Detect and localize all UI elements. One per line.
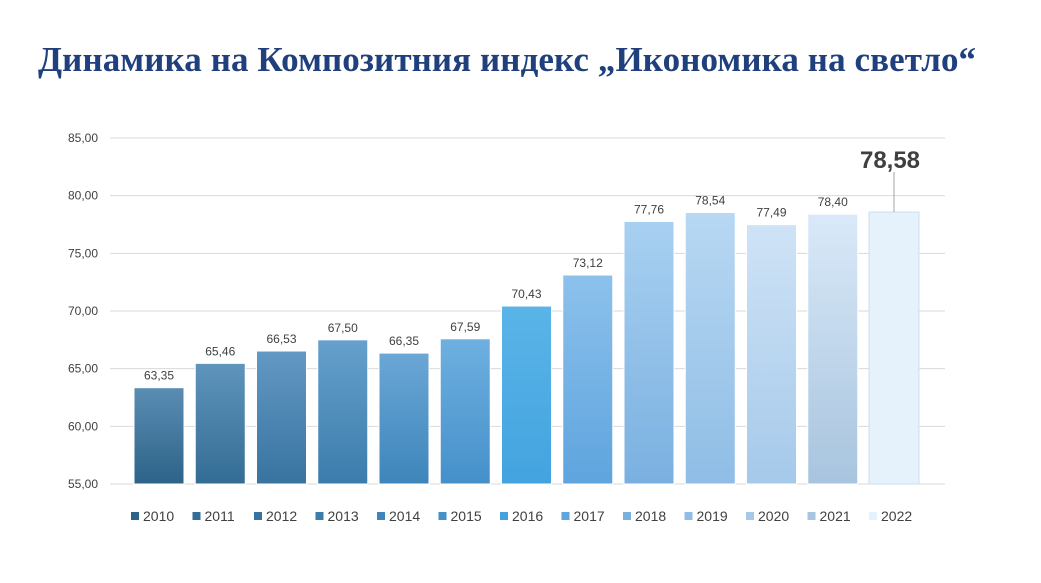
legend-label-2020: 2020: [758, 508, 789, 524]
legend-label-2014: 2014: [389, 508, 420, 524]
data-label-2012: 66,53: [266, 332, 296, 346]
data-label-2018: 77,76: [634, 203, 664, 217]
data-label-2021: 78,40: [818, 195, 848, 209]
y-tick-label: 80,00: [68, 189, 98, 203]
legend-swatch-2017: [561, 512, 570, 520]
y-tick-label: 70,00: [68, 304, 98, 318]
bar-2010: [133, 387, 185, 485]
bar-2020: [746, 224, 797, 485]
data-label-2010: 63,35: [144, 369, 174, 383]
legend-label-2021: 2021: [820, 508, 851, 524]
legend-swatch-2019: [684, 512, 693, 520]
legend-swatch-2014: [377, 512, 385, 520]
legend-swatch-2016: [500, 512, 508, 520]
legend-label-2012: 2012: [266, 508, 297, 524]
data-labels: 63,35 65,46 66,53 67,50 66,35 67,59 70,43 73,12…: [144, 147, 920, 383]
bar-2022: [868, 211, 920, 485]
y-tick-label: 85,00: [68, 131, 98, 145]
data-label-2020: 77,49: [756, 206, 786, 220]
legend-swatch-2018: [623, 512, 631, 520]
legend-label-2015: 2015: [451, 508, 482, 524]
legend: 2010 2011 2012 2013 2014 2015 2016 2017 2018 2019…: [131, 508, 912, 524]
legend-swatch-2020: [746, 512, 754, 520]
legend-swatch-2021: [807, 512, 816, 520]
data-label-2019: 78,54: [695, 194, 725, 208]
y-tick-label: 75,00: [68, 246, 98, 260]
bar-2015: [439, 338, 491, 485]
data-label-2014: 66,35: [389, 334, 419, 348]
legend-swatch-2012: [254, 512, 262, 520]
legend-label-2018: 2018: [635, 508, 666, 524]
data-label-2017: 73,12: [573, 256, 603, 270]
data-label-2015: 67,59: [450, 320, 480, 334]
legend-label-2010: 2010: [143, 508, 174, 524]
bar-2012: [256, 350, 307, 485]
data-label-2016: 70,43: [511, 287, 541, 301]
legend-label-2016: 2016: [512, 508, 543, 524]
legend-label-2017: 2017: [574, 508, 605, 524]
legend-swatch-2010: [131, 512, 139, 520]
data-label-2013: 67,50: [328, 321, 358, 335]
bar-2014: [378, 352, 430, 485]
page-title: Динамика на Композитния индекс „Икономик…: [38, 40, 977, 79]
legend-swatch-2022: [869, 512, 877, 520]
bar-2019: [684, 212, 736, 485]
bar-2016: [501, 305, 552, 485]
bar-2021: [807, 213, 859, 485]
legend-swatch-2015: [438, 512, 447, 520]
legend-label-2022: 2022: [881, 508, 912, 524]
y-tick-label: 60,00: [68, 419, 98, 433]
legend-label-2011: 2011: [205, 508, 235, 524]
legend-swatch-2011: [192, 512, 201, 520]
y-tick-label: 55,00: [68, 477, 98, 491]
legend-swatch-2013: [315, 512, 324, 520]
bar-2013: [317, 339, 369, 485]
legend-label-2019: 2019: [697, 508, 728, 524]
y-tick-label: 65,00: [68, 362, 98, 376]
data-label-2011: 65,46: [205, 344, 235, 358]
bar-2017: [562, 274, 614, 485]
bar-2011: [194, 362, 246, 485]
legend-label-2013: 2013: [328, 508, 359, 524]
y-axis-ticks: 55,00 60,00 65,00 70,00 75,00 80,00 85,00: [68, 131, 98, 491]
bar-2018: [623, 221, 675, 485]
bars: [133, 211, 920, 485]
data-label-2022: 78,58: [860, 147, 920, 174]
